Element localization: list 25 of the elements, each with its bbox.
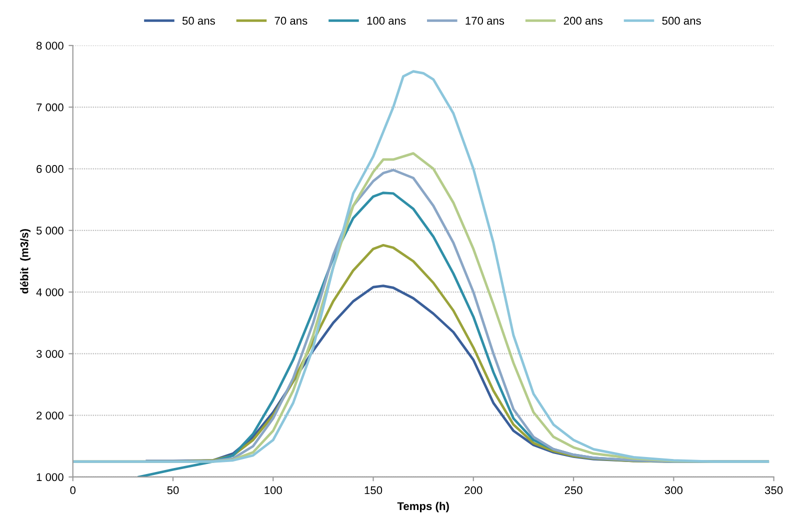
x-tick-label: 250 bbox=[564, 486, 582, 494]
x-tick-label: 50 bbox=[167, 486, 179, 494]
line-series bbox=[72, 70, 770, 463]
legend-label: 70 ans bbox=[274, 16, 308, 25]
legend-label: 50 ans bbox=[182, 16, 215, 25]
y-tick-label: 6 000 bbox=[36, 165, 64, 173]
y-tick-label: 1 000 bbox=[36, 473, 64, 482]
y-tick-label: 5 000 bbox=[36, 226, 64, 235]
legend-label: 100 ans bbox=[367, 16, 406, 25]
y-tick-label: 8 000 bbox=[36, 42, 64, 50]
y-axis-title: débit (m3/s) bbox=[20, 229, 30, 294]
y-tick-label: 3 000 bbox=[36, 350, 64, 358]
x-tick-label: 150 bbox=[364, 486, 382, 494]
legend-label: 200 ans bbox=[564, 16, 602, 25]
x-tick-label: 0 bbox=[70, 486, 76, 494]
x-axis-title: Temps (h) bbox=[397, 502, 449, 512]
y-tick-label: 7 000 bbox=[36, 103, 64, 112]
x-tick-label: 300 bbox=[664, 486, 682, 494]
legend-label: 170 ans bbox=[466, 16, 504, 25]
x-tick-label: 200 bbox=[464, 486, 482, 494]
legend-label: 500 ans bbox=[662, 16, 701, 25]
x-tick-label: 100 bbox=[264, 486, 282, 494]
y-tick-label: 4 000 bbox=[36, 288, 64, 296]
x-tick-label: 350 bbox=[764, 486, 783, 494]
y-tick-label: 2 000 bbox=[36, 412, 64, 420]
